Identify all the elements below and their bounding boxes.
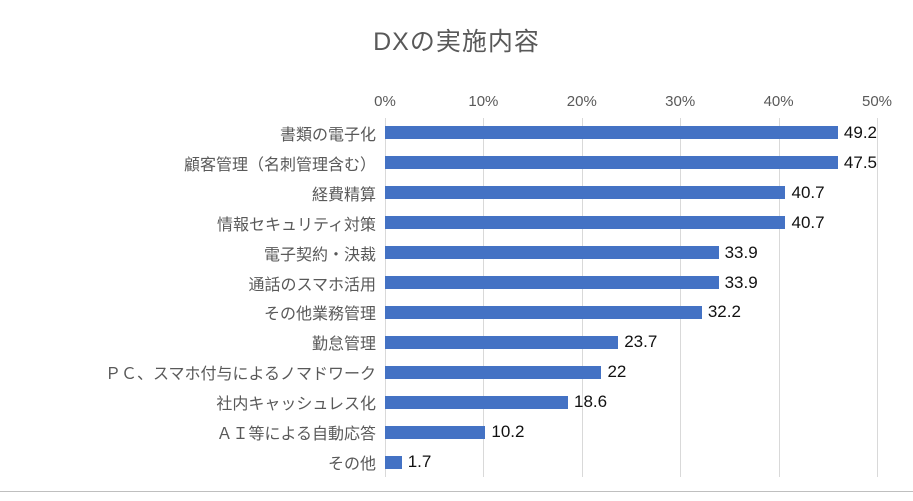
bar-row: 23.7 (385, 327, 877, 357)
bar (385, 455, 402, 469)
value-label: 40.7 (791, 182, 825, 202)
bar (385, 395, 569, 409)
chart-plot-area-wrapper: 書類の電子化顧客管理（名刺管理含む） 経費精算情報セキュリティ対策電子契約・決裁通… (0, 93, 892, 477)
bar (385, 186, 786, 200)
value-label: 18.6 (574, 392, 608, 412)
bar (385, 216, 786, 230)
bar-row: 49.2 (385, 118, 877, 148)
plot-area: 49.2 47.5 40.7 40.7 33.9 33.9 32.2 23.7 22 18.6 10… (374, 93, 892, 477)
bar (385, 276, 719, 290)
category-label: 経費精算 (311, 186, 376, 204)
gridline (483, 118, 485, 477)
x-axis-tick-label: 0% (374, 93, 396, 110)
bar (385, 365, 602, 379)
chart-title: DXの実施内容 (373, 28, 540, 56)
category-label: ＰＣ、スマホ付与によるノマドワーク (104, 366, 376, 384)
x-axis-tick-label: 30% (665, 93, 696, 110)
category-label: 通話のスマホ活用 (248, 276, 376, 294)
bar-row: 40.7 (385, 208, 877, 238)
value-label: 22 (607, 362, 627, 382)
value-label: 32.2 (707, 302, 741, 322)
bar-row: 18.6 (385, 387, 877, 417)
category-label: ＡＩ等による自動応答 (216, 426, 376, 444)
category-label: 情報セキュリティ対策 (216, 216, 376, 234)
category-label: 電子契約・決裁 (263, 246, 376, 264)
value-label: 47.5 (843, 152, 877, 172)
value-label: 1.7 (407, 452, 432, 472)
x-axis-tick-label: 40% (763, 93, 794, 110)
bar-row: 22 (385, 357, 877, 387)
x-axis-tick-label: 50% (861, 93, 893, 110)
value-label: 40.7 (791, 212, 825, 232)
x-axis-tick-label: 10% (468, 93, 499, 110)
bar (385, 425, 486, 439)
category-label: その他 (327, 456, 376, 474)
category-label: 勤怠管理 (311, 336, 376, 354)
category-label: 社内キャッシュレス化 (216, 396, 376, 414)
gridline (877, 118, 878, 477)
gridline (385, 118, 386, 477)
bar-rows: 49.2 47.5 40.7 40.7 33.9 33.9 32.2 23.7 22 18.6 10… (385, 118, 877, 477)
gridline (680, 118, 682, 477)
value-label: 33.9 (724, 242, 758, 262)
gridline (581, 118, 583, 477)
bar-row: 1.7 (385, 447, 877, 477)
bar-row: 40.7 (385, 178, 877, 208)
bar-row: 47.5 (385, 148, 877, 178)
bar-row: 33.9 (385, 268, 877, 298)
gridline (778, 118, 780, 477)
bar (385, 335, 619, 349)
value-label: 33.9 (724, 272, 758, 292)
bar-row: 10.2 (385, 417, 877, 447)
bar (385, 126, 838, 140)
x-axis-tick-label: 20% (566, 93, 597, 110)
category-label: 顧客管理（名刺管理含む） (183, 156, 376, 174)
value-label: 49.2 (843, 122, 877, 142)
category-axis: 書類の電子化顧客管理（名刺管理含む） 経費精算情報セキュリティ対策電子契約・決裁通… (0, 118, 385, 477)
bottom-divider (0, 491, 913, 492)
bar-row: 32.2 (385, 298, 877, 328)
bar-row: 33.9 (385, 238, 877, 268)
bar (385, 156, 838, 170)
category-label: 書類の電子化 (279, 126, 376, 144)
bar (385, 246, 719, 260)
value-label: 10.2 (491, 422, 525, 442)
category-label: その他業務管理 (263, 306, 376, 324)
value-label: 23.7 (624, 332, 658, 352)
bar (385, 305, 702, 319)
